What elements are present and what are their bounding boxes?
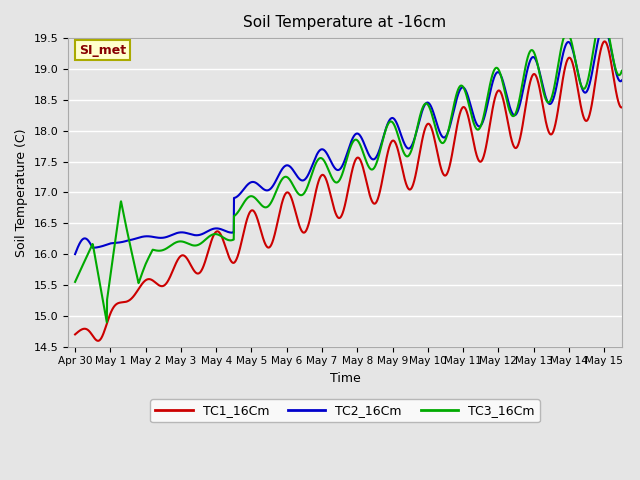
Legend: TC1_16Cm, TC2_16Cm, TC3_16Cm: TC1_16Cm, TC2_16Cm, TC3_16Cm xyxy=(150,399,540,422)
Text: SI_met: SI_met xyxy=(79,44,126,57)
X-axis label: Time: Time xyxy=(330,372,360,385)
Y-axis label: Soil Temperature (C): Soil Temperature (C) xyxy=(15,128,28,257)
Title: Soil Temperature at -16cm: Soil Temperature at -16cm xyxy=(243,15,447,30)
